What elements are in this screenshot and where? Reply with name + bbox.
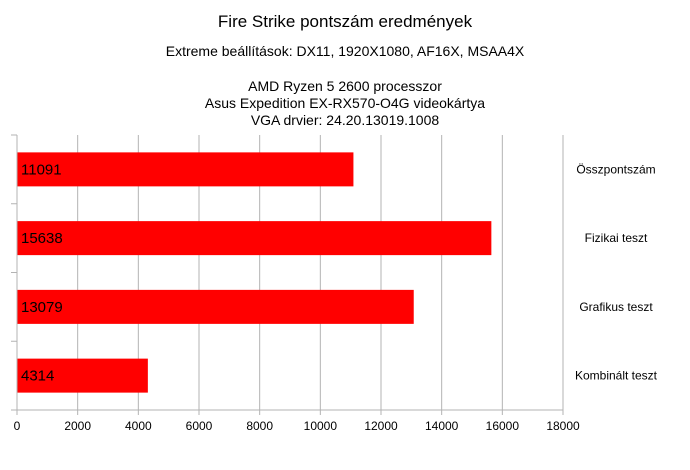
x-tick-label-14000: 14000 (425, 419, 459, 433)
subtitle-line-driver: VGA drvier: 24.20.13019.1008 (250, 112, 440, 128)
data-labels: 11091 15638 13079 4314 (21, 161, 63, 384)
subtitle-line-gpu: Asus Expedition EX-RX570-O4G videokártya (204, 95, 486, 111)
x-tick-label-6000: 6000 (186, 419, 213, 433)
data-label-2: 13079 (21, 299, 63, 316)
x-tick-label-4000: 4000 (125, 419, 152, 433)
x-tick-label-10000: 10000 (304, 419, 338, 433)
x-tick-label-0: 0 (14, 419, 21, 433)
category-label-0: Összpontszám (576, 162, 655, 176)
bar-2 (17, 289, 414, 324)
category-labels: Összpontszám Fizikai teszt Grafikus teszt K… (575, 162, 658, 382)
data-label-1: 15638 (21, 230, 63, 247)
axes (11, 134, 564, 415)
category-label-2: Grafikus teszt (579, 300, 653, 314)
chart-title: Fire Strike pontszám eredmények (217, 12, 473, 31)
x-tick-label-18000: 18000 (546, 419, 580, 433)
category-label-3: Kombinált teszt (575, 369, 658, 383)
chart-subtitle-block: AMD Ryzen 5 2600 processzor Asus Expedit… (0, 78, 690, 129)
bar-0 (17, 152, 354, 187)
bar-3 (17, 358, 148, 393)
bars (17, 152, 492, 393)
category-label-1: Fizikai teszt (585, 231, 648, 245)
x-tick-label-16000: 16000 (486, 419, 520, 433)
bar-1 (17, 221, 492, 256)
x-tick-label-8000: 8000 (246, 419, 273, 433)
x-tick-label-2000: 2000 (64, 419, 91, 433)
x-tick-label-12000: 12000 (364, 419, 398, 433)
chart-subtitle: Extreme beállítások: DX11, 1920X1080, AF… (165, 43, 525, 59)
data-label-3: 4314 (21, 368, 54, 385)
subtitle-line-cpu: AMD Ryzen 5 2600 processzor (248, 78, 442, 94)
data-label-0: 11091 (21, 161, 62, 178)
x-tick-labels: 0 2000 4000 6000 8000 10000 12000 14000 16000 180… (14, 419, 580, 433)
